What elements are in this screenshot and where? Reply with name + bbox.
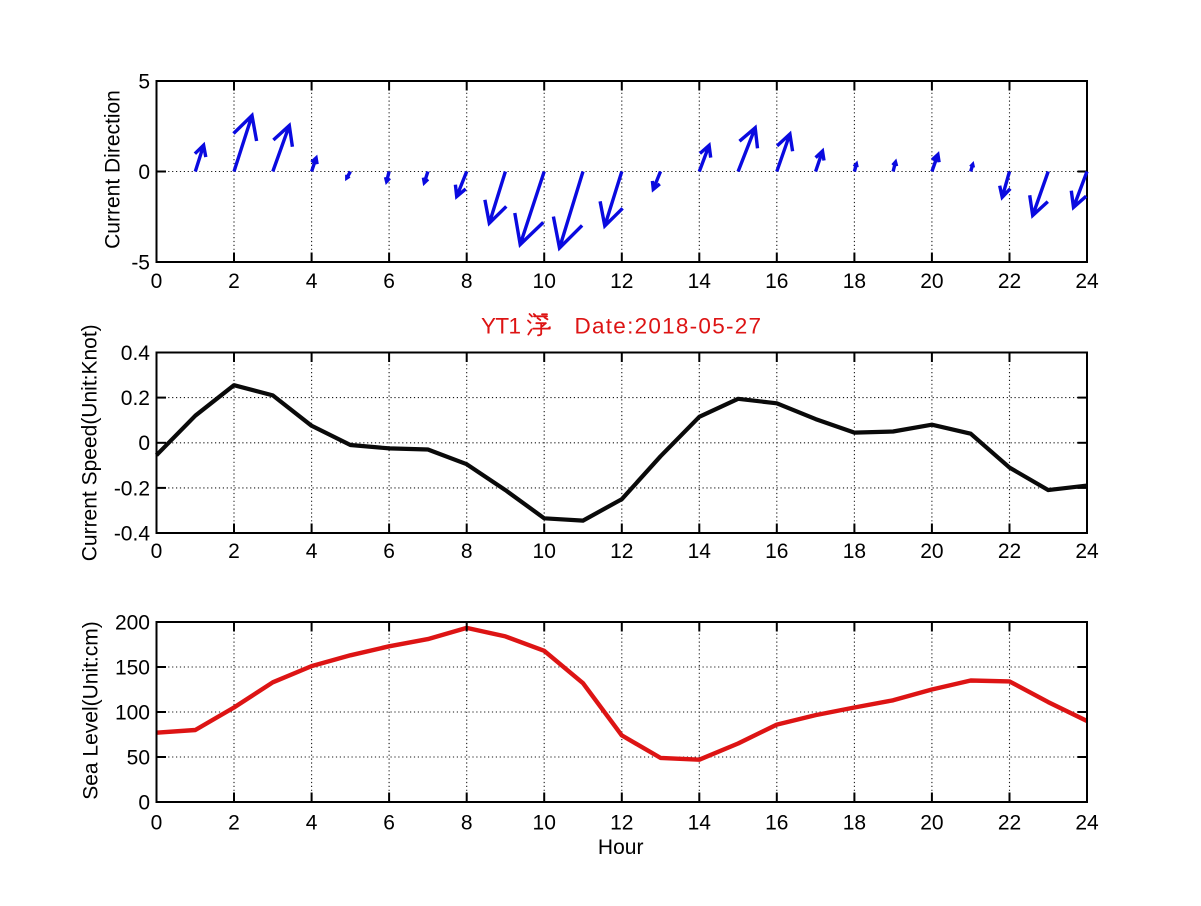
svg-text:0: 0 xyxy=(151,811,163,834)
svg-text:4: 4 xyxy=(306,811,318,834)
svg-text:12: 12 xyxy=(610,540,633,563)
svg-text:6: 6 xyxy=(383,811,395,834)
svg-text:12: 12 xyxy=(610,811,633,834)
svg-text:Hour: Hour xyxy=(598,836,644,859)
svg-text:8: 8 xyxy=(461,540,473,563)
svg-text:Current Speed(Unit:Knot): Current Speed(Unit:Knot) xyxy=(79,324,102,561)
svg-text:Date:2018-05-27: Date:2018-05-27 xyxy=(575,314,762,339)
svg-text:24: 24 xyxy=(1075,811,1099,834)
svg-text:12: 12 xyxy=(610,270,633,293)
svg-text:200: 200 xyxy=(115,612,150,635)
svg-text:0: 0 xyxy=(151,540,163,563)
svg-text:Sea Level(Unit:cm): Sea Level(Unit:cm) xyxy=(80,621,103,800)
svg-text:8: 8 xyxy=(461,270,473,293)
svg-text:14: 14 xyxy=(688,811,712,834)
svg-text:20: 20 xyxy=(920,811,943,834)
svg-text:-0.4: -0.4 xyxy=(114,523,151,546)
svg-text:2: 2 xyxy=(228,540,240,563)
svg-text:4: 4 xyxy=(306,540,318,563)
svg-text:0: 0 xyxy=(138,792,150,815)
svg-text:6: 6 xyxy=(383,270,395,293)
svg-text:Current Direction: Current Direction xyxy=(102,90,125,249)
svg-text:20: 20 xyxy=(920,270,943,293)
svg-text:50: 50 xyxy=(127,747,150,770)
svg-text:2: 2 xyxy=(228,811,240,834)
svg-text:22: 22 xyxy=(998,811,1021,834)
svg-text:18: 18 xyxy=(843,270,866,293)
svg-text:-5: -5 xyxy=(131,252,150,275)
svg-text:YT1: YT1 xyxy=(481,314,521,339)
svg-text:18: 18 xyxy=(843,811,866,834)
svg-text:0.2: 0.2 xyxy=(121,387,150,410)
svg-text:6: 6 xyxy=(383,540,395,563)
svg-text:22: 22 xyxy=(998,540,1021,563)
svg-text:16: 16 xyxy=(765,540,788,563)
svg-text:10: 10 xyxy=(533,540,556,563)
svg-text:0.4: 0.4 xyxy=(121,342,151,365)
svg-text:4: 4 xyxy=(306,270,318,293)
svg-text:10: 10 xyxy=(533,811,556,834)
svg-text:5: 5 xyxy=(138,71,150,94)
svg-text:-0.2: -0.2 xyxy=(114,477,150,500)
svg-text:14: 14 xyxy=(688,270,712,293)
svg-text:20: 20 xyxy=(920,540,943,563)
svg-text:16: 16 xyxy=(765,811,788,834)
svg-text:10: 10 xyxy=(533,270,556,293)
svg-text:8: 8 xyxy=(461,811,473,834)
svg-text:24: 24 xyxy=(1075,540,1099,563)
svg-text:0: 0 xyxy=(138,432,150,455)
svg-text:0: 0 xyxy=(151,270,163,293)
svg-text:150: 150 xyxy=(115,657,150,680)
svg-text:2: 2 xyxy=(228,270,240,293)
svg-text:24: 24 xyxy=(1075,270,1099,293)
svg-text:18: 18 xyxy=(843,540,866,563)
svg-text:16: 16 xyxy=(765,270,788,293)
svg-text:0: 0 xyxy=(138,161,150,184)
svg-text:100: 100 xyxy=(115,702,150,725)
svg-text:14: 14 xyxy=(688,540,712,563)
svg-text:22: 22 xyxy=(998,270,1021,293)
